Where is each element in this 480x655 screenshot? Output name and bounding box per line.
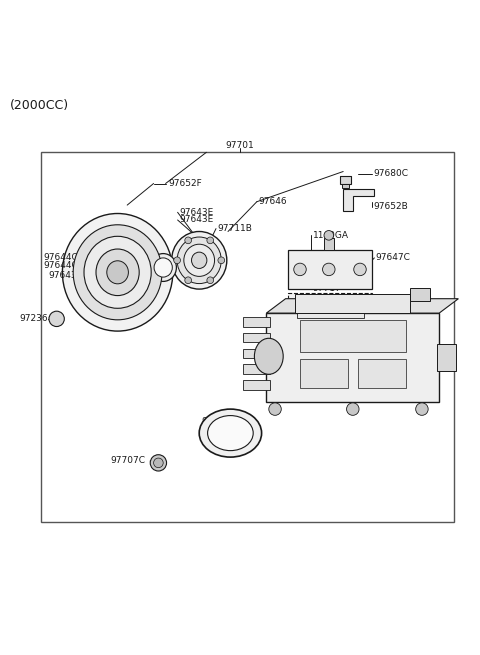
Ellipse shape [207, 415, 253, 451]
Text: 58585: 58585 [312, 306, 341, 314]
Bar [243, 381, 270, 390]
Bar [288, 293, 372, 323]
Circle shape [324, 231, 334, 240]
Text: 97646: 97646 [258, 197, 287, 206]
Ellipse shape [172, 231, 227, 289]
Bar [358, 359, 406, 388]
Text: 97690A: 97690A [202, 417, 237, 426]
Text: 97680C: 97680C [373, 170, 408, 178]
Ellipse shape [150, 253, 177, 282]
Ellipse shape [154, 258, 172, 277]
Ellipse shape [107, 261, 129, 284]
Circle shape [150, 455, 167, 471]
Text: 97652B: 97652B [373, 202, 408, 211]
Bar [340, 176, 351, 185]
Circle shape [218, 257, 225, 264]
Bar [243, 333, 270, 343]
Circle shape [174, 257, 180, 264]
Text: 97707C: 97707C [110, 457, 145, 466]
Bar [243, 317, 270, 327]
Circle shape [297, 303, 306, 312]
Text: 97647C: 97647C [376, 253, 411, 263]
Bar [342, 183, 349, 188]
Text: 97701: 97701 [226, 141, 254, 149]
Circle shape [324, 303, 334, 312]
Ellipse shape [73, 225, 162, 320]
Ellipse shape [254, 338, 283, 374]
Bar [410, 288, 430, 301]
Text: 97643A: 97643A [48, 271, 83, 280]
Circle shape [185, 237, 192, 244]
Circle shape [207, 237, 214, 244]
Ellipse shape [96, 249, 139, 295]
Bar [295, 294, 410, 313]
Text: (2000CC): (2000CC) [10, 100, 69, 113]
Text: 97643E: 97643E [179, 215, 213, 225]
Circle shape [269, 403, 281, 415]
Circle shape [154, 458, 163, 468]
Circle shape [294, 263, 306, 276]
Bar [437, 345, 456, 371]
Bar [297, 298, 364, 318]
Text: 97644C: 97644C [43, 261, 78, 270]
Bar [243, 348, 270, 358]
Ellipse shape [177, 237, 221, 284]
Circle shape [354, 303, 364, 312]
Bar [41, 153, 454, 522]
Text: 1140GA: 1140GA [312, 231, 348, 240]
Text: 97643E: 97643E [179, 208, 213, 217]
Polygon shape [343, 189, 374, 211]
Bar [266, 313, 439, 402]
Ellipse shape [184, 244, 215, 276]
Text: 97652F: 97652F [168, 179, 202, 188]
Ellipse shape [62, 214, 173, 331]
Ellipse shape [192, 252, 207, 269]
Bar [288, 250, 372, 289]
Polygon shape [266, 299, 458, 313]
Text: 97644C: 97644C [43, 253, 78, 263]
Circle shape [185, 277, 192, 284]
Bar [324, 238, 334, 250]
Bar [300, 359, 348, 388]
Circle shape [354, 263, 366, 276]
Text: 97236: 97236 [19, 314, 48, 324]
Circle shape [207, 277, 214, 284]
Ellipse shape [84, 236, 151, 309]
Ellipse shape [199, 409, 262, 457]
Text: 97717: 97717 [312, 284, 341, 293]
Circle shape [347, 403, 359, 415]
Circle shape [49, 311, 64, 327]
Bar [243, 364, 270, 374]
Bar [300, 320, 406, 352]
Circle shape [416, 403, 428, 415]
Text: 97711B: 97711B [217, 224, 252, 233]
Circle shape [323, 263, 335, 276]
